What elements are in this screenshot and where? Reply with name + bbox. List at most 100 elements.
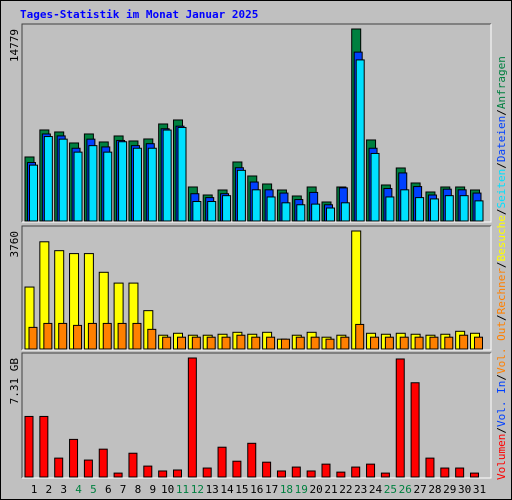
panel-border — [21, 352, 491, 478]
bar — [440, 467, 450, 478]
bar — [207, 201, 217, 222]
bar — [429, 198, 439, 222]
bar — [39, 415, 49, 478]
bar — [221, 336, 231, 350]
bar — [321, 463, 331, 478]
x-tick-label: 26 — [399, 483, 412, 496]
bar — [291, 466, 301, 478]
bar — [311, 203, 321, 222]
chart-title: Tages-Statistik im Monat Januar 2025 — [20, 8, 258, 21]
bar — [202, 467, 212, 478]
bar — [295, 336, 305, 350]
x-tick-label: 7 — [120, 483, 127, 496]
x-tick-label: 10 — [161, 483, 174, 496]
bar — [326, 207, 335, 222]
x-tick-label: 5 — [90, 483, 97, 496]
bar — [103, 151, 113, 222]
x-tick-label: 8 — [135, 483, 142, 496]
bar — [384, 336, 394, 350]
bar — [132, 147, 142, 222]
x-tick-label: 3 — [60, 483, 67, 496]
bar — [459, 334, 469, 350]
bar — [444, 195, 454, 222]
bar — [370, 336, 380, 350]
bar — [425, 457, 435, 478]
x-tick-label: 23 — [354, 483, 367, 496]
legend-separator: / — [495, 374, 508, 381]
bar — [262, 461, 272, 478]
x-tick-label: 17 — [265, 483, 278, 496]
bar — [415, 197, 425, 222]
bar — [29, 164, 38, 222]
bar — [88, 145, 98, 222]
bar — [281, 202, 291, 222]
bar — [177, 336, 186, 350]
bar — [113, 472, 123, 478]
x-tick-label: 15 — [235, 483, 248, 496]
bar — [217, 446, 227, 478]
legend-separator: / — [495, 261, 508, 268]
legend-item: Anfragen — [495, 56, 508, 109]
bar — [118, 141, 128, 222]
legend-separator: / — [495, 162, 508, 169]
bar — [399, 336, 409, 350]
bar — [87, 322, 97, 350]
x-tick-label: 6 — [105, 483, 112, 496]
panel — [22, 353, 491, 478]
bar — [58, 138, 68, 222]
y-tick-label: 3760 — [8, 231, 21, 258]
x-tick-label: 1 — [31, 483, 38, 496]
bar — [340, 336, 350, 350]
bar — [43, 322, 53, 350]
legend-item: Vol. Out — [495, 321, 508, 374]
bar — [296, 204, 306, 222]
bar — [444, 336, 454, 350]
panel-border — [22, 24, 492, 223]
bar — [474, 336, 483, 350]
bar — [206, 336, 216, 350]
bar — [280, 338, 290, 350]
bar — [310, 336, 320, 350]
x-tick-label: 11 — [176, 483, 189, 496]
bar — [58, 322, 68, 350]
x-tick-label: 9 — [149, 483, 156, 496]
bar — [28, 326, 38, 350]
bar — [370, 152, 380, 222]
x-tick-label: 14 — [220, 483, 234, 496]
legend-separator: / — [495, 208, 508, 215]
panel-border — [22, 353, 492, 479]
bar — [455, 467, 465, 478]
bar — [83, 459, 93, 478]
bar — [410, 382, 420, 478]
x-tick-label: 20 — [310, 483, 323, 496]
bar — [187, 357, 197, 478]
bar — [266, 196, 276, 222]
bar — [147, 147, 157, 222]
legend-item: Seiten — [495, 169, 508, 209]
bar — [414, 336, 424, 350]
bar — [128, 452, 138, 478]
bar — [143, 465, 153, 478]
x-tick-label: 13 — [206, 483, 219, 496]
bar — [98, 448, 108, 478]
bar — [470, 472, 479, 478]
bar — [236, 334, 246, 350]
bar — [351, 466, 361, 478]
bar — [73, 324, 83, 350]
bar — [236, 169, 246, 222]
legend-item: Volumen — [495, 434, 508, 480]
bar — [366, 463, 376, 478]
bar — [385, 196, 395, 222]
x-tick-label: 4 — [75, 483, 82, 496]
bar — [251, 336, 261, 350]
legend-item: Rechner — [495, 268, 508, 315]
legend-separator: / — [495, 314, 508, 321]
x-tick-label: 19 — [295, 483, 308, 496]
bar — [340, 202, 350, 222]
x-tick-label: 21 — [324, 483, 337, 496]
legend: Volumen/Vol. In/Vol. Out/Rechner/Besuche… — [495, 56, 508, 480]
bar — [222, 195, 232, 222]
y-tick-label: 7.31 GB — [8, 358, 21, 405]
x-tick-label: 12 — [191, 483, 204, 496]
